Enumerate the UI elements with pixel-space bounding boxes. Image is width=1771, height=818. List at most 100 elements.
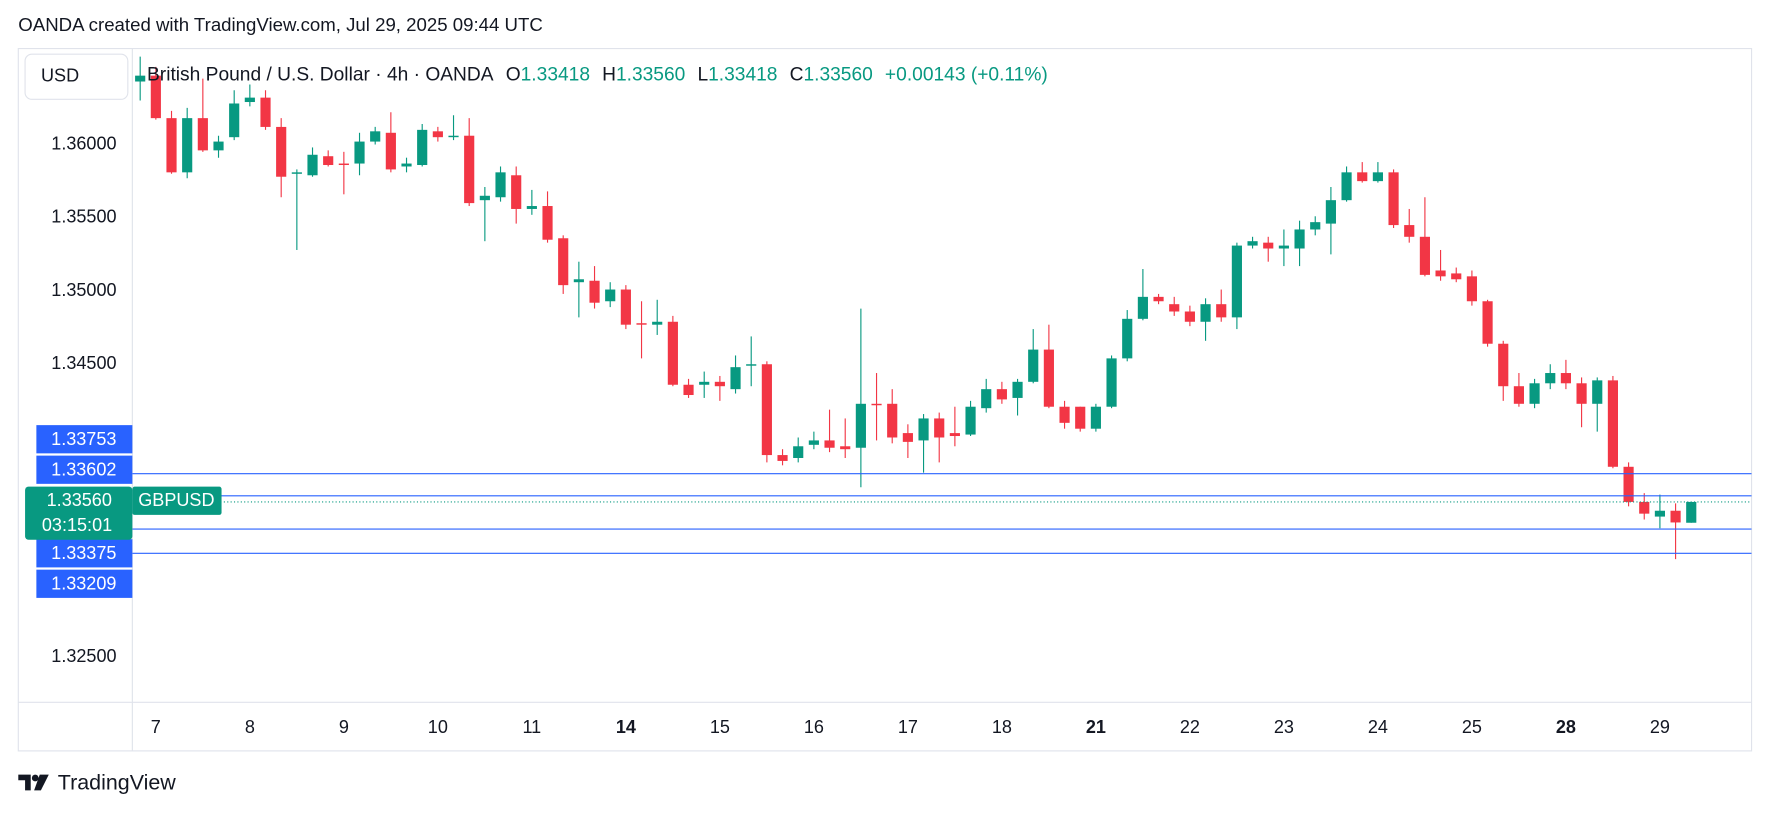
candle-body <box>1607 380 1618 467</box>
candle-body <box>1169 304 1180 312</box>
legend-label: H <box>602 65 616 86</box>
candle-body <box>1654 510 1665 517</box>
legend-label: C <box>790 65 804 86</box>
candle-body <box>1639 501 1650 514</box>
candle-body <box>605 289 616 302</box>
legend-name: British Pound / U.S. Dollar · 4h · OANDA <box>147 65 494 86</box>
currency-button[interactable] <box>24 53 129 100</box>
x-tick-label: 8 <box>245 717 255 737</box>
legend-value: 1.33560 <box>616 65 685 86</box>
candle-body <box>464 135 475 204</box>
candle-body <box>871 403 882 406</box>
legend-change: +0.00143 (+0.11%) <box>885 65 1048 86</box>
x-tick-label: 15 <box>710 717 730 737</box>
y-tick-label: 1.36000 <box>51 133 116 153</box>
candle-body <box>276 126 287 177</box>
candle-body <box>229 103 240 138</box>
candle-body <box>1482 301 1493 344</box>
candle-body <box>1592 380 1603 404</box>
candle-body <box>291 172 302 174</box>
candle-body <box>401 163 412 167</box>
last-price-box <box>25 486 133 540</box>
candle-body <box>1184 311 1195 322</box>
candle-body <box>244 97 255 103</box>
candle-body <box>1576 383 1587 404</box>
candle-body <box>699 381 710 385</box>
legend-value: 1.33418 <box>708 65 777 86</box>
candle-body <box>495 172 506 198</box>
candle-body <box>1545 373 1556 384</box>
candle-body <box>1278 245 1289 249</box>
level-box <box>36 455 133 484</box>
brand: TradingView <box>58 770 176 794</box>
candle-body <box>260 97 271 127</box>
legend: British Pound / U.S. Dollar · 4h · OANDA… <box>147 65 1048 86</box>
caption: OANDA created with TradingView.com, Jul … <box>18 14 543 35</box>
candle-body <box>1075 406 1086 429</box>
candle-body <box>793 446 804 458</box>
candle-body <box>1341 172 1352 201</box>
candle-body <box>746 364 757 366</box>
candle-body <box>1247 241 1258 246</box>
logo <box>18 774 49 791</box>
candle-body <box>197 118 208 151</box>
candle-body <box>432 131 443 138</box>
x-tick-label: 16 <box>804 717 824 737</box>
candle-body <box>1106 358 1117 407</box>
candle-body <box>1043 349 1054 407</box>
candle-body <box>1028 349 1039 382</box>
x-tick-label: 9 <box>339 717 349 737</box>
candle-body <box>542 206 553 240</box>
candle-body <box>1137 296 1148 319</box>
candle-body <box>761 364 772 456</box>
candle-body <box>1560 373 1571 384</box>
candle-body <box>934 418 945 438</box>
candle-body <box>1325 200 1336 224</box>
candle-body <box>370 131 381 142</box>
y-tick-label: 1.32500 <box>51 646 116 666</box>
axes: 1.325001.330001.335001.340001.345001.350… <box>51 133 1670 737</box>
candle-body <box>558 238 569 286</box>
candle-body <box>777 455 788 461</box>
candle-body <box>855 403 866 448</box>
candle-body <box>1498 343 1509 387</box>
level-label: 1.33753 <box>51 429 116 449</box>
candle-body <box>1122 318 1133 359</box>
candle-body <box>135 75 146 82</box>
candle-body <box>1294 229 1305 249</box>
frame <box>17 47 1753 752</box>
level-label: 1.33209 <box>51 574 116 594</box>
candle-body <box>667 321 678 385</box>
candle-body <box>1435 270 1446 277</box>
candle-body <box>1513 386 1524 404</box>
candle-body <box>824 440 835 448</box>
legend-value: 1.33418 <box>521 65 590 86</box>
level-label: 1.33375 <box>51 543 116 563</box>
candle-body <box>981 389 992 409</box>
y-tick-label: 1.34500 <box>51 353 116 373</box>
legend-label: O <box>506 65 521 86</box>
candle-body <box>1231 245 1242 318</box>
candle-body <box>949 433 960 437</box>
candle-body <box>808 440 819 445</box>
x-tick-label: 25 <box>1462 717 1482 737</box>
candle-body <box>714 381 725 387</box>
candle-body <box>448 135 459 138</box>
candle-body <box>182 118 193 173</box>
candle-body <box>1090 406 1101 429</box>
candle-body <box>589 280 600 303</box>
level-box <box>36 569 133 598</box>
x-tick-label: 29 <box>1650 717 1670 737</box>
candle-body <box>1310 222 1321 230</box>
candle-body <box>150 75 161 119</box>
candle-body <box>1451 273 1462 280</box>
x-tick-label: 10 <box>428 717 448 737</box>
currency: USD <box>41 66 79 86</box>
candle-body <box>887 403 898 438</box>
x-tick-label: 14 <box>616 717 636 737</box>
candle-body <box>1623 466 1634 502</box>
candle-body <box>526 206 537 209</box>
x-tick-label: 17 <box>898 717 918 737</box>
level-label: 1.33602 <box>51 460 116 480</box>
